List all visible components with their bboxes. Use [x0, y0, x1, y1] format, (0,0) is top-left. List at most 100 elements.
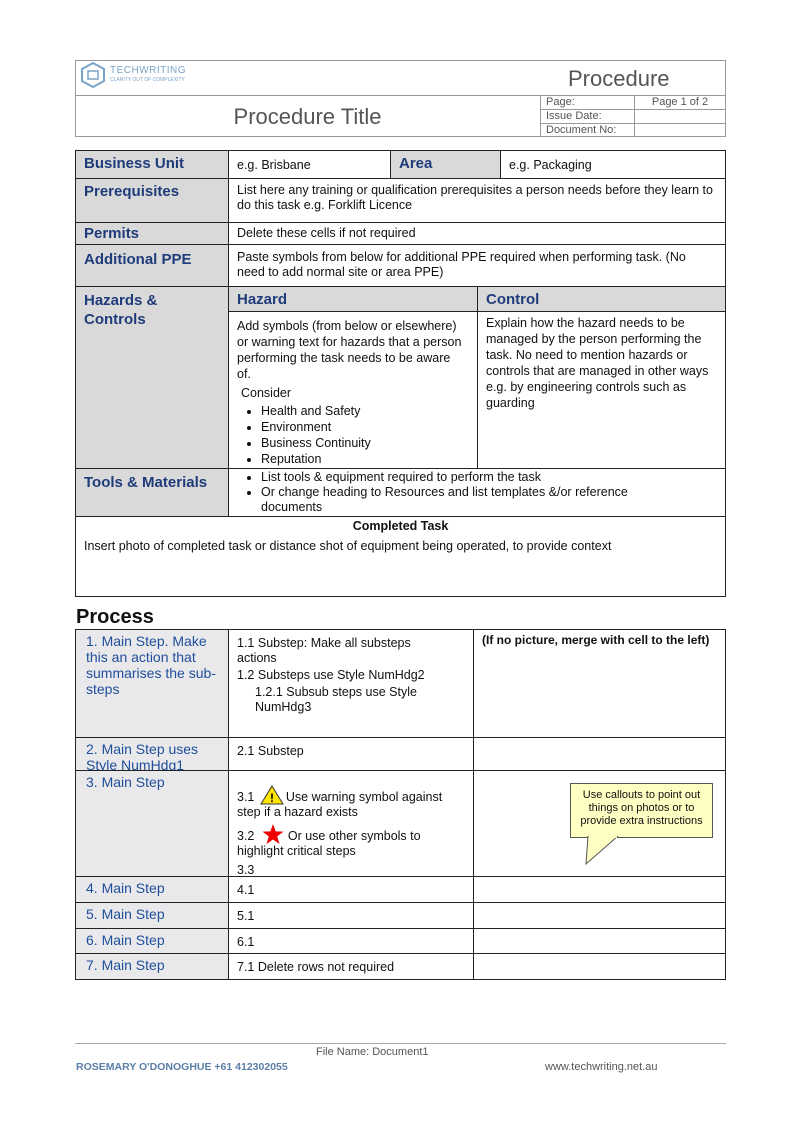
substep-cell: 1.1 Substep: Make all substeps actions 1.…: [228, 629, 474, 738]
svg-text:!: !: [270, 791, 274, 805]
hazard-heading: Hazard: [228, 286, 478, 312]
substep-cell: 3.1 ! Use warning symbol against step if …: [228, 770, 474, 877]
substep: 4.1: [237, 883, 453, 898]
substep-number: 1.1: [237, 636, 255, 650]
substep-text: Delete rows not required: [257, 960, 395, 974]
picture-cell: [473, 902, 726, 929]
picture-cell: [473, 737, 726, 771]
logo-icon: [81, 62, 105, 88]
symbol: [258, 824, 288, 844]
substep-cell: 2.1 Substep: [228, 737, 474, 771]
tools-cell: List tools & equipment required to perfo…: [228, 468, 726, 517]
meta-value: Page 1 of 2: [651, 96, 709, 108]
bullet: Or change heading to Resources and list …: [261, 485, 675, 515]
hazard-cell: Add symbols (from below or elsewhere) or…: [228, 311, 478, 469]
bullet: Environment: [261, 419, 463, 435]
consider: Consider: [241, 386, 292, 400]
step-cell: 3. Main Step: [75, 770, 229, 877]
picture-cell: [473, 928, 726, 954]
substep: 3.1 ! Use warning symbol against step if …: [237, 785, 453, 820]
value-cell: e.g. Brisbane: [228, 150, 391, 179]
step-cell: 1. Main Step. Make this an action that s…: [75, 629, 229, 738]
value-cell: e.g. Packaging: [500, 150, 726, 179]
substep-number: 3.2: [237, 829, 255, 843]
picture-cell: [473, 953, 726, 980]
value-cell: Paste symbols from below for additional …: [228, 244, 726, 287]
bullet: Health and Safety: [261, 403, 463, 419]
label-cell: Area: [390, 150, 501, 179]
file-name: File Name: Document1: [316, 1046, 429, 1058]
substep: 3.3: [237, 863, 453, 878]
meta-rule: [634, 95, 635, 137]
value-cell: Delete these cells if not required: [228, 222, 726, 245]
substep-cell: 6.1: [228, 928, 474, 954]
substep-number: 1.2.1: [255, 685, 283, 699]
substep: 1.2 Substeps use Style NumHdg2: [237, 668, 453, 683]
meta-label: Document No:: [546, 124, 617, 136]
callout-tail: [585, 836, 619, 866]
step-cell: 4. Main Step: [75, 876, 229, 903]
step-cell: 7. Main Step: [75, 953, 229, 980]
label-cell: Business Unit: [75, 150, 229, 179]
author: ROSEMARY O'DONOGHUE +61 412302055: [76, 1061, 288, 1073]
picture-cell: [473, 876, 726, 903]
substep: 2.1 Substep: [237, 744, 453, 759]
substep-number: 3.3: [237, 863, 255, 877]
header-box: [75, 60, 726, 137]
step-cell: 5. Main Step: [75, 902, 229, 929]
substep: 1.1 Substep: Make all substeps actions: [237, 636, 453, 666]
substep: 5.1: [237, 909, 453, 924]
bullet: Business Continuity: [261, 435, 463, 451]
substep-text: Substeps use Style NumHdg2: [257, 668, 425, 682]
step-cell: 6. Main Step: [75, 928, 229, 954]
substep: 6.1: [237, 935, 453, 950]
substep-cell: 4.1: [228, 876, 474, 903]
meta-label: Page:: [546, 96, 575, 108]
substep-number: 6.1: [237, 935, 255, 949]
label-cell: Additional PPE: [75, 244, 229, 287]
logo-text: TECHWRITING: [110, 65, 187, 76]
substep-text: Subsub steps use Style NumHdg3: [255, 685, 417, 714]
value-cell: List here any training or qualification …: [228, 178, 726, 223]
meta-rule: [540, 109, 726, 110]
website: www.techwriting.net.au: [545, 1061, 658, 1073]
meta-grid: [540, 95, 726, 137]
substep-cell: 5.1: [228, 902, 474, 929]
substep-number: 1.2: [237, 668, 255, 682]
bullet: List tools & equipment required to perfo…: [261, 470, 675, 485]
hazard-text: Add symbols (from below or elsewhere) or…: [237, 319, 462, 381]
substep: 7.1 Delete rows not required: [237, 960, 453, 975]
substep-number: 5.1: [237, 909, 255, 923]
label-cell: Permits: [75, 222, 229, 245]
completed-task-heading: Completed Task: [352, 519, 449, 533]
substep-text: Use warning symbol against step if a haz…: [237, 790, 443, 819]
substep-number: 2.1: [237, 744, 255, 758]
tools-bullets: List tools & equipment required to perfo…: [237, 470, 675, 515]
doc-type: Procedure: [568, 66, 670, 91]
header-divider: [75, 95, 726, 96]
callout: Use callouts to point out things on phot…: [570, 783, 713, 838]
substep-text: Substep: Make all substeps actions: [237, 636, 411, 665]
process-heading: Process: [76, 606, 154, 628]
control-heading: Control: [477, 286, 726, 312]
label-cell: Prerequisites: [75, 178, 229, 223]
substep: 3.2 Or use other symbols to highlight cr…: [237, 824, 453, 859]
hazard-bullets: Health and Safety Environment Business C…: [237, 403, 463, 467]
picture-cell: (If no picture, merge with cell to the l…: [473, 629, 726, 738]
meta-rule: [540, 123, 726, 124]
procedure-title: Procedure Title: [233, 104, 382, 129]
symbol: !: [258, 785, 286, 805]
label-cell: Tools & Materials: [75, 468, 229, 517]
substep-text: Or use other symbols to highlight critic…: [237, 829, 421, 858]
footer-rule: [75, 1043, 726, 1044]
control-cell: Explain how the hazard needs to be manag…: [477, 311, 726, 469]
bullet: Reputation: [261, 451, 463, 467]
substep-number: 4.1: [237, 883, 255, 897]
substep-text: Substep: [257, 744, 304, 758]
substep-number: 3.1: [237, 790, 255, 804]
completed-task-cell: Completed Task Insert photo of completed…: [75, 516, 726, 597]
completed-task-text: Insert photo of completed task or distan…: [84, 539, 612, 553]
note: (If no picture, merge with cell to the l…: [482, 633, 710, 647]
substep-number: 7.1: [237, 960, 255, 974]
